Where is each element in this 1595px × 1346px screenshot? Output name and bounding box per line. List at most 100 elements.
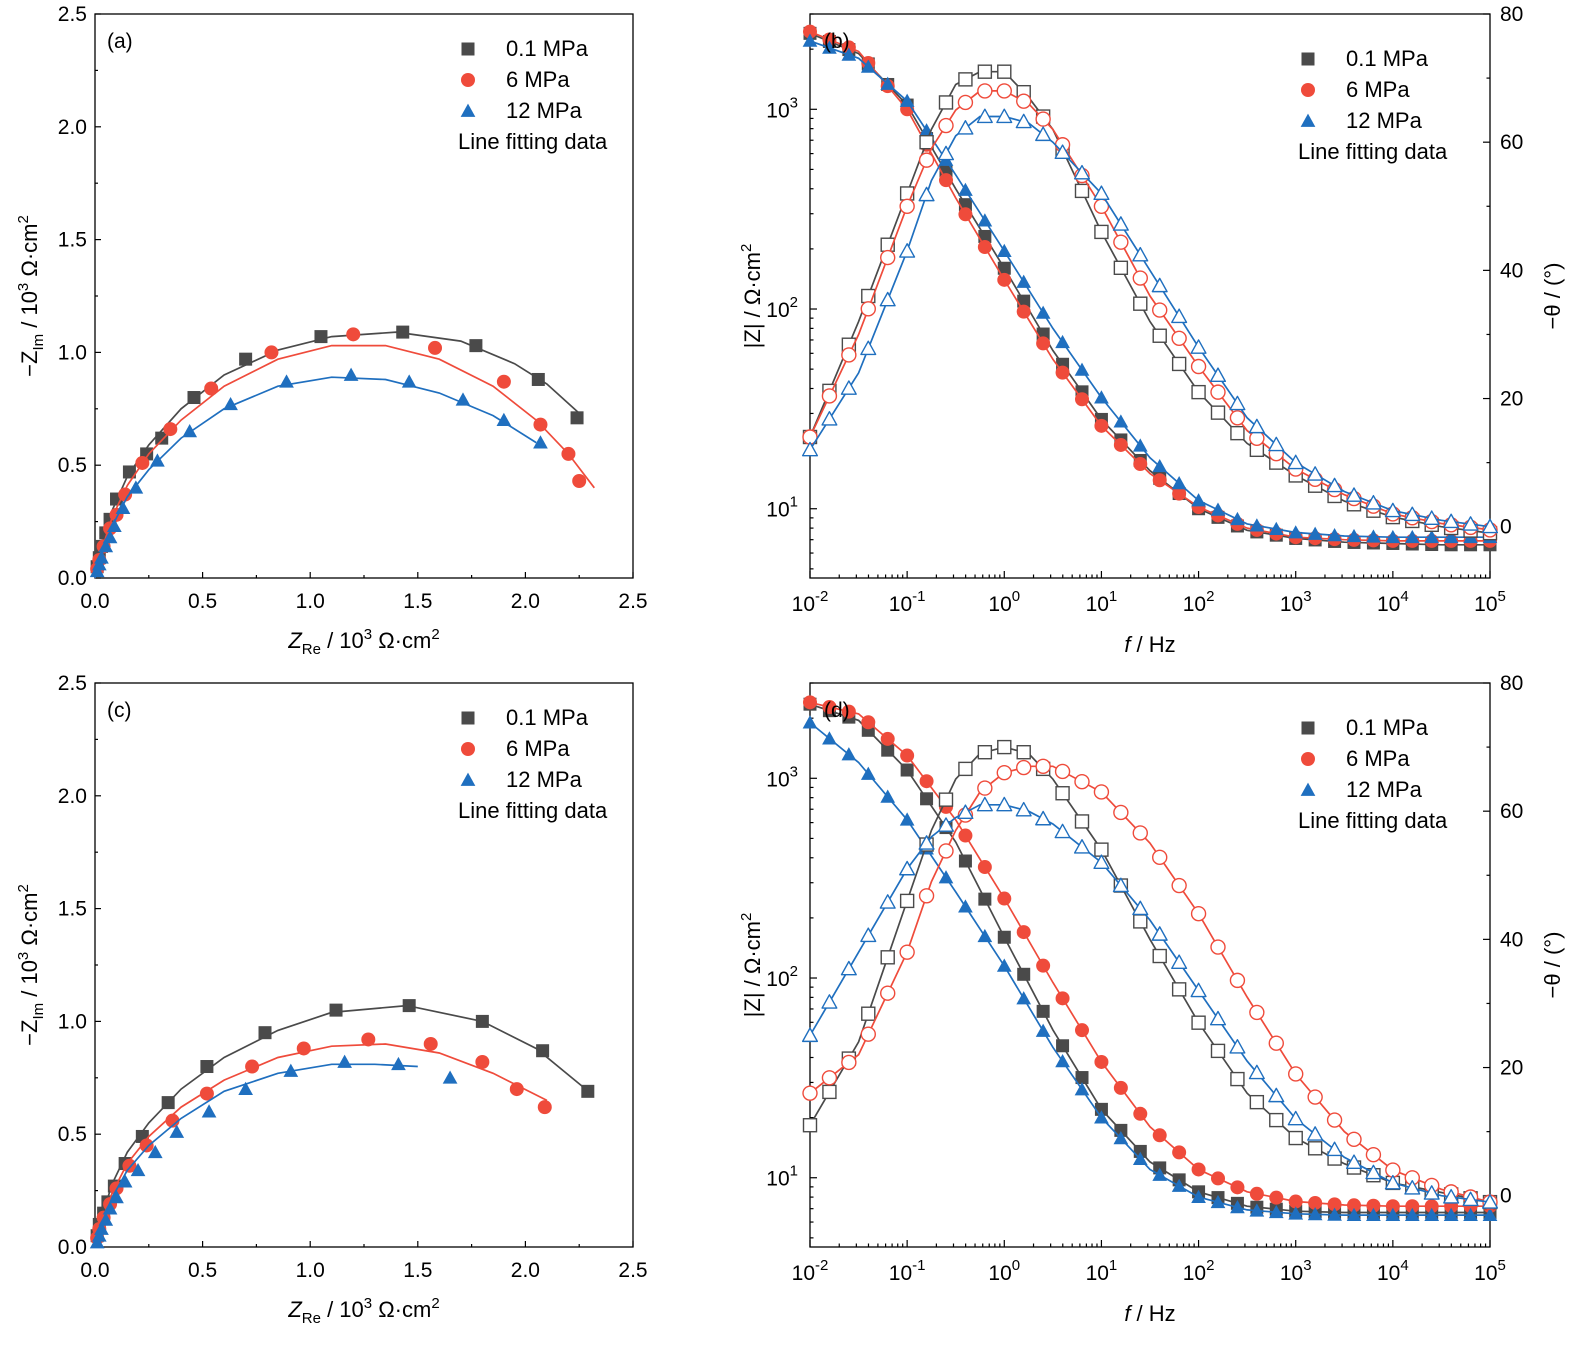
phase-point-2 (976, 796, 993, 812)
modulus-point-1 (1133, 457, 1148, 472)
phase-point-2 (1229, 1038, 1246, 1054)
data-point-1 (122, 1158, 137, 1173)
x-tick-base: 10 (1377, 1262, 1400, 1285)
phase-point-1 (1326, 1112, 1343, 1128)
phase-point-0 (1269, 1112, 1284, 1128)
x-tick-label: 10-1 (889, 588, 926, 616)
modulus-point-1 (939, 173, 953, 188)
modulus-point-2 (802, 715, 818, 729)
phase-point-0 (1133, 914, 1148, 929)
x-tick-exp: -1 (912, 1257, 925, 1274)
y-left-tick-base: 10 (766, 768, 789, 791)
phase-point-2 (1209, 367, 1227, 383)
phase-point-2 (1248, 418, 1265, 434)
phase-point-1 (1171, 330, 1187, 346)
x-tick-label: 10-1 (889, 1257, 926, 1285)
modulus-point-1 (841, 40, 856, 55)
modulus-point-2 (1463, 1207, 1478, 1221)
data-point-2 (401, 374, 417, 388)
phase-point-2 (1268, 436, 1285, 452)
phase-point-0 (861, 1006, 876, 1021)
phase-point-2 (1015, 113, 1032, 129)
phase-point-2 (860, 927, 877, 943)
modulus-point-2 (1404, 1207, 1420, 1221)
modulus-point-2 (977, 213, 993, 227)
data-point-2 (455, 392, 471, 406)
phase-point-2 (840, 380, 857, 395)
modulus-point-1 (1191, 1162, 1206, 1177)
phase-point-1 (860, 1026, 876, 1042)
x-tick-label: 0.5 (188, 590, 217, 613)
y-left-axis-label-sup: 2 (738, 913, 755, 921)
phase-point-1 (1229, 410, 1246, 426)
x-tick-exp: 4 (1400, 588, 1408, 605)
modulus-point-1 (1036, 958, 1051, 973)
data-point-1 (533, 417, 548, 432)
phase-point-2 (899, 243, 916, 258)
phase-point-1 (1190, 358, 1207, 375)
modulus-point-1 (1230, 1180, 1245, 1195)
phase-point-0 (1171, 982, 1187, 997)
y-axis-label-unit: Ω·cm (17, 893, 42, 952)
legend-label-0: 0.1 MPa (1346, 46, 1429, 71)
data-point-1 (423, 1036, 438, 1051)
phase-point-0 (977, 64, 993, 79)
phase-point-0 (1074, 814, 1090, 829)
phase-point-2 (1112, 216, 1129, 231)
phase-point-1 (1132, 825, 1148, 841)
modulus-point-0 (1017, 967, 1031, 981)
modulus-point-1 (1113, 1080, 1128, 1095)
y-left-tick-exp: 1 (790, 494, 798, 511)
x-tick-exp: -2 (815, 1257, 828, 1274)
data-point-1 (264, 345, 279, 360)
x-tick-exp: 1 (1109, 588, 1117, 605)
modulus-point-2 (1094, 1110, 1109, 1124)
y-tick-label: 1.0 (58, 1010, 87, 1033)
x-tick-label: 2.0 (511, 590, 540, 613)
data-point-1 (204, 381, 219, 396)
x-tick-label: 10-2 (792, 588, 829, 616)
data-point-2 (391, 1056, 406, 1071)
phase-point-0 (1152, 328, 1167, 343)
legend-marker-2 (460, 772, 476, 786)
x-axis-label: ZRe / 103 Ω·cm2 (287, 1295, 439, 1327)
phase-point-1 (1210, 384, 1226, 400)
modulus-point-1 (1075, 1023, 1089, 1038)
data-point-1 (245, 1059, 260, 1074)
data-point-1 (118, 487, 133, 502)
modulus-point-2 (1443, 1207, 1459, 1221)
phase-point-1 (1229, 972, 1246, 989)
phase-point-0 (997, 64, 1012, 79)
legend-marker-1 (461, 73, 475, 87)
data-point-0 (155, 431, 169, 445)
modulus-point-2 (1327, 1207, 1342, 1221)
modulus-point-1 (1113, 437, 1128, 452)
modulus-point-2 (1171, 1178, 1187, 1192)
phase-point-0 (1230, 1071, 1245, 1087)
phase-point-1 (1249, 430, 1265, 446)
legend-marker-1 (1301, 752, 1315, 766)
phase-point-0 (1307, 1141, 1323, 1156)
phase-point-2 (1190, 339, 1207, 354)
y-tick-label: 2.5 (58, 672, 87, 695)
data-point-2 (496, 412, 512, 426)
phase-point-1 (1054, 763, 1071, 780)
y-right-tick-label: 40 (1500, 259, 1523, 282)
modulus-point-2 (1404, 529, 1420, 544)
phase-point-0 (1133, 296, 1148, 311)
y-left-tick-label: 103 (766, 763, 798, 791)
data-point-1 (346, 327, 361, 342)
phase-point-0 (1055, 786, 1070, 801)
phase-point-2 (937, 145, 955, 161)
legend-label-fit: Line fitting data (1298, 139, 1448, 164)
phase-point-2 (879, 291, 896, 307)
data-point-2 (91, 557, 107, 571)
modulus-point-2 (1132, 1151, 1148, 1165)
data-point-2 (117, 1174, 133, 1188)
legend-marker-0 (1301, 52, 1315, 66)
phase-point-1 (1288, 1066, 1304, 1082)
legend-marker-2 (1300, 113, 1316, 127)
x-axis-label: ZRe / 103 Ω·cm2 (287, 626, 439, 658)
x-tick-base: 10 (988, 593, 1011, 616)
modulus-point-1 (1172, 1145, 1187, 1160)
